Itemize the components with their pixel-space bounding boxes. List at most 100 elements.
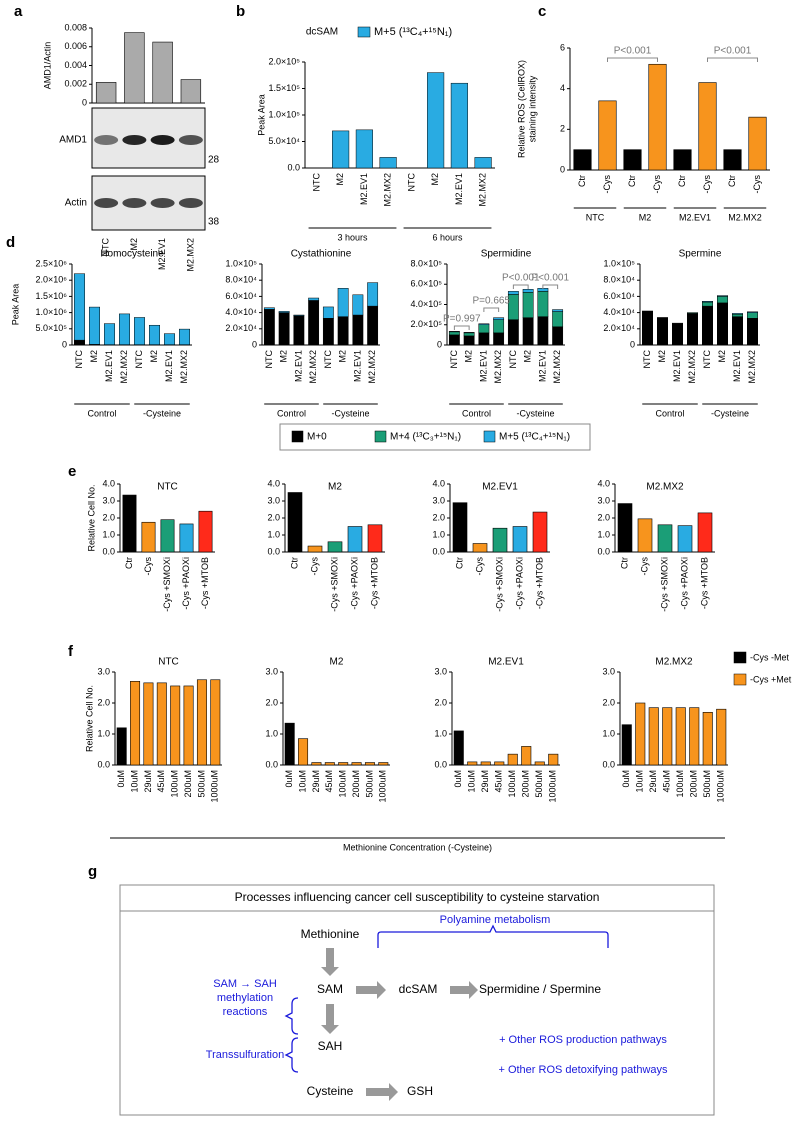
- blot-band: [150, 135, 175, 145]
- x-tick-label: NTC: [101, 238, 111, 257]
- chart-title: M2: [330, 657, 344, 668]
- blot-marker: 28: [208, 155, 220, 166]
- x-tick-label: 0uM: [284, 770, 294, 788]
- x-tick-label: -Cys +MTOB: [369, 557, 379, 609]
- group-label: Control: [277, 408, 306, 418]
- chart-title: M2: [328, 482, 342, 493]
- x-tick-label: NTC: [702, 350, 712, 369]
- x-tick-label: M2.EV1: [454, 173, 464, 205]
- group-label: NTC: [586, 212, 605, 222]
- x-tick-label: Ctr: [577, 175, 587, 187]
- bar-segment: [702, 301, 713, 303]
- bar-segment: [537, 316, 549, 346]
- x-tick-label: 1000uM: [210, 770, 220, 803]
- y-tick-label: 0.0: [102, 546, 115, 556]
- x-tick-label: M2: [129, 238, 139, 251]
- bar-segment: [493, 317, 505, 320]
- bar-segment: [493, 332, 505, 346]
- annotation: Transsulfuration: [206, 1049, 284, 1061]
- x-tick-label: NTC: [134, 350, 144, 369]
- significance-bracket: [607, 57, 658, 62]
- x-tick-label: M2.MX2: [185, 238, 195, 272]
- bar: [673, 149, 692, 171]
- x-tick-label: M2: [464, 350, 474, 363]
- y-tick-label: 8.0×10⁴: [225, 275, 257, 285]
- bar: [183, 685, 194, 766]
- x-tick-label: M2: [430, 173, 440, 186]
- y-tick-label: 4.0: [432, 478, 445, 488]
- y-axis-label: Relative Cell No.: [84, 685, 94, 752]
- bar: [472, 543, 488, 553]
- bar: [702, 711, 713, 766]
- annotation: P<0.001: [714, 46, 752, 57]
- bar: [307, 545, 323, 553]
- bar: [179, 523, 194, 553]
- bar: [534, 761, 545, 766]
- y-axis-label: Relative ROS (CellROX): [516, 60, 526, 158]
- significance-bracket: [542, 284, 559, 289]
- y-tick-label: 0.0: [265, 759, 278, 769]
- bar-segment: [293, 314, 305, 317]
- y-tick-label: 5.0×10⁴: [268, 136, 300, 146]
- y-tick-label: 1.0: [267, 529, 280, 539]
- y-tick-label: 0: [630, 339, 635, 349]
- x-tick-label: -Cys +SMOXi: [494, 557, 504, 612]
- annotation: methylation: [217, 992, 273, 1004]
- chart-title: Spermidine: [481, 249, 532, 260]
- bar: [623, 149, 642, 171]
- bracket: [377, 924, 609, 948]
- y-tick-label: 3.0: [102, 495, 115, 505]
- x-tick-label: -Cys: [602, 175, 612, 194]
- bar-segment: [552, 311, 564, 328]
- y-tick-label: 0: [82, 97, 87, 107]
- chart-title: dcSAM: [306, 27, 338, 38]
- x-tick-label: -Cys +PAOXi: [181, 557, 191, 610]
- x-tick-label: 200uM: [183, 770, 193, 798]
- group-label: Control: [87, 408, 116, 418]
- bar-segment: [337, 316, 349, 346]
- bar-segment: [537, 291, 549, 317]
- bar: [367, 524, 383, 553]
- bar: [355, 129, 373, 169]
- legend-label: -Cys -Met: [750, 652, 789, 662]
- x-tick-label: -Cys +PAOXi: [349, 557, 359, 610]
- y-tick-label: 2.0: [97, 697, 110, 707]
- group-label: -Cysteine: [143, 408, 181, 418]
- legend-label: M+4 (¹³C₃+¹⁵N₁): [390, 432, 461, 443]
- bar-segment: [149, 324, 160, 345]
- y-tick-label: 2: [560, 124, 565, 134]
- legend-box: [279, 423, 591, 451]
- bar: [160, 519, 175, 553]
- x-tick-label: NTC: [323, 350, 333, 369]
- bar: [170, 685, 181, 766]
- y-tick-label: 1.0×10⁶: [36, 307, 68, 317]
- x-tick-label: M2: [279, 350, 289, 363]
- x-tick-label: M2.EV1: [293, 350, 303, 382]
- y-tick-label: 1.0: [434, 728, 447, 738]
- y-tick-label: 4.0×10⁴: [225, 307, 257, 317]
- x-tick-label: 500uM: [364, 770, 374, 798]
- x-tick-label: M2.MX2: [552, 350, 562, 384]
- bar: [492, 527, 508, 553]
- group-label: M2.EV1: [679, 212, 711, 222]
- y-tick-label: 4.0: [267, 478, 280, 488]
- x-tick-label: NTC: [406, 173, 416, 192]
- y-tick-label: 0.0: [602, 759, 615, 769]
- x-tick-label: 1000uM: [716, 770, 726, 803]
- y-tick-label: 2.5×10⁶: [36, 258, 68, 268]
- x-tick-label: 200uM: [521, 770, 531, 798]
- y-tick-label: 2.0×10⁴: [225, 323, 257, 333]
- x-tick-label: 1000uM: [548, 770, 558, 803]
- y-tick-label: 0.0: [432, 546, 445, 556]
- x-tick-label: 29uM: [648, 770, 658, 793]
- bar: [311, 762, 322, 766]
- x-tick-label: M2.EV1: [104, 350, 114, 382]
- y-tick-label: 0: [437, 339, 442, 349]
- bar: [675, 707, 686, 766]
- bar: [284, 722, 295, 766]
- group-label: -Cysteine: [331, 408, 369, 418]
- significance-bracket: [453, 325, 470, 330]
- x-tick-label: -Cys: [752, 175, 762, 194]
- bar: [347, 526, 363, 553]
- bar-segment: [134, 317, 145, 345]
